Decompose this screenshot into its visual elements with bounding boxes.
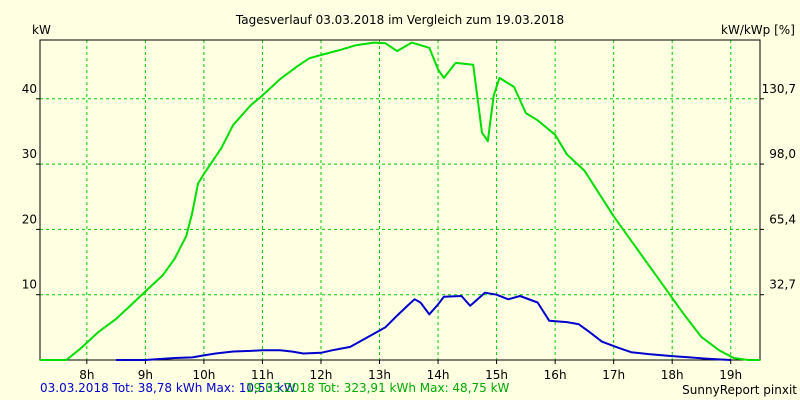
chart-title: Tagesverlauf 03.03.2018 im Vergleich zum… xyxy=(235,13,564,27)
x-tick-label: 13h xyxy=(368,368,391,382)
y-tick-label-right: 98,0 xyxy=(769,147,796,161)
x-tick-label: 15h xyxy=(485,368,508,382)
x-tick-label: 10h xyxy=(192,368,215,382)
x-tick-label: 14h xyxy=(427,368,450,382)
y-tick-label-right: 65,4 xyxy=(769,212,796,226)
footer-brand: SunnyReport pinxit xyxy=(682,383,797,397)
plot-frame xyxy=(39,39,761,361)
x-tick-label: 9h xyxy=(138,368,153,382)
x-tick-label: 16h xyxy=(544,368,567,382)
series-line-19-03-2018 xyxy=(40,41,760,361)
series-line-03-03-2018 xyxy=(116,291,731,361)
footer-series1-summary: 03.03.2018 Tot: 38,78 kWh Max: 10,53 kW xyxy=(40,381,296,395)
y-axis-left-label: kW xyxy=(32,23,51,37)
x-tick-label: 19h xyxy=(719,368,742,382)
y-tick-label-left: 40 xyxy=(22,82,37,96)
series-lines xyxy=(40,41,760,361)
y-tick-label-left: 10 xyxy=(22,278,37,292)
x-tick-label: 17h xyxy=(602,368,625,382)
x-tick-label: 8h xyxy=(79,368,94,382)
y-tick-label-left: 20 xyxy=(22,212,37,226)
axis-ticks: 8h 9h 10h 11h 12h 13h 14h 15h 16h 17h 18h 19h 10 32,7… xyxy=(22,82,796,382)
y-axis-right-label: kW/kWp [%] xyxy=(721,23,795,37)
y-tick-label-left: 30 xyxy=(22,147,37,161)
y-tick-label-right: 32,7 xyxy=(769,278,796,292)
y-tick-label-right: 130,7 xyxy=(762,82,796,96)
grid-lines xyxy=(40,40,760,360)
footer-series2-summary: 19.03.2018 Tot: 323,91 kWh Max: 48,75 kW xyxy=(246,381,510,395)
x-tick-label: 18h xyxy=(661,368,684,382)
x-tick-label: 11h xyxy=(251,368,274,382)
x-tick-label: 12h xyxy=(310,368,333,382)
